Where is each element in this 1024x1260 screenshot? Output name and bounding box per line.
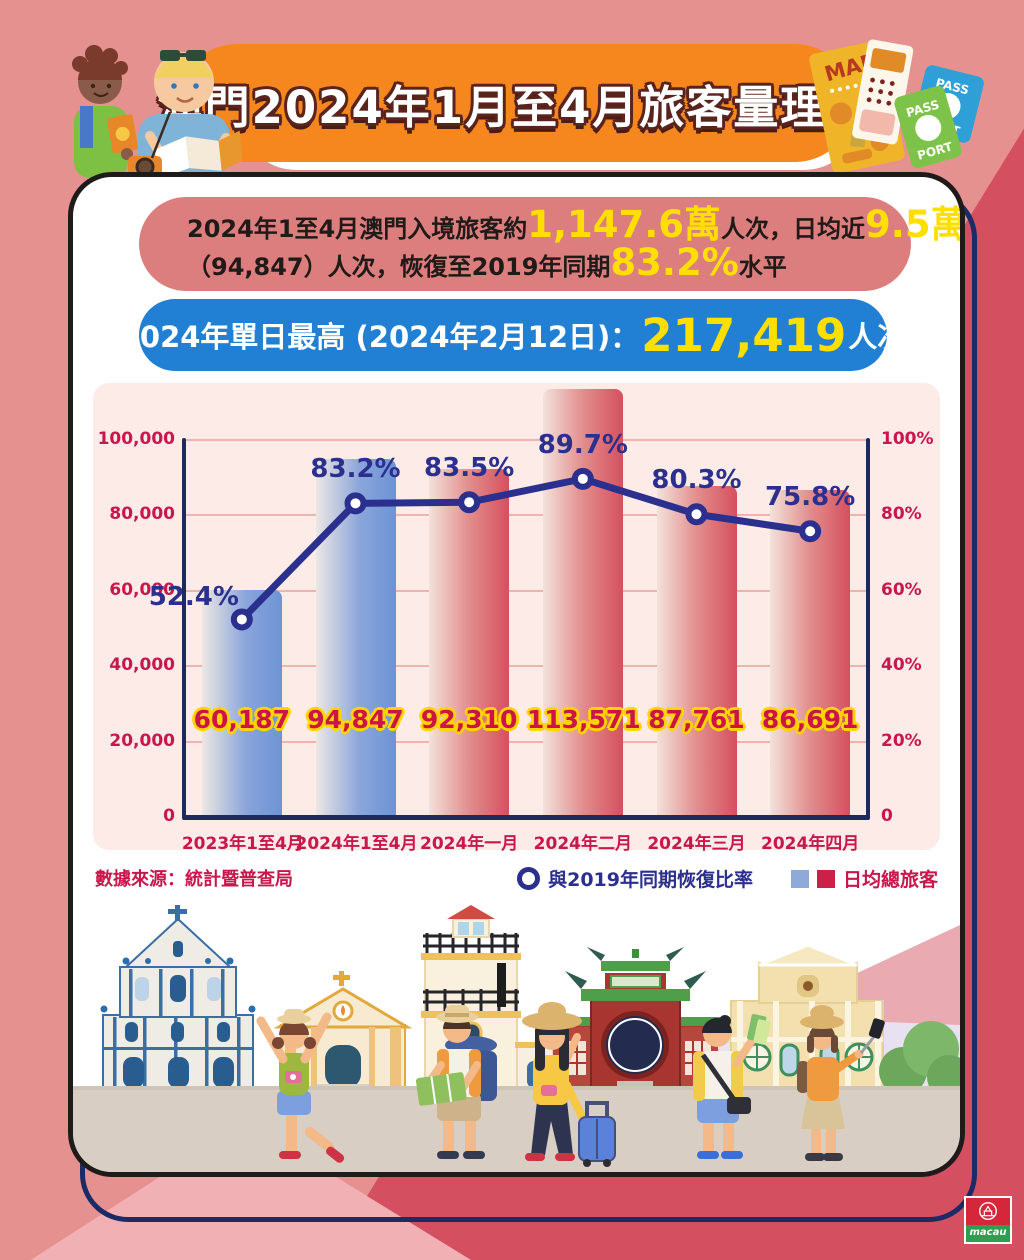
summary-text: 人次，日均近 (721, 215, 866, 243)
line-pct-label: 89.7% (537, 429, 628, 460)
gridline (185, 665, 867, 668)
tourist-waving-girl (256, 1009, 345, 1163)
chart-panel: 0 0 20,000 20% 40,000 40% 60,000 60% 80,000 80% 10… (93, 383, 940, 854)
bar-value-label: 86,691 (761, 705, 859, 734)
map-icon (415, 1072, 467, 1106)
cityscape-illustration (73, 905, 960, 1172)
bar-value-label: 60,187 (193, 705, 291, 734)
legend-line-item: 與2019年同期恢復比率 (517, 865, 753, 892)
summary-line-1: 2024年1至4月澳門入境旅客約 1,147.6萬 人次，日均近 9.5萬 (187, 203, 960, 246)
y-axis-left-tick: 80,000 (109, 504, 175, 525)
summary-pill: 2024年1至4月澳門入境旅客約 1,147.6萬 人次，日均近 9.5萬 （94,8… (139, 197, 960, 291)
legend-bar-item: 日均總旅客 (790, 865, 938, 892)
bar-2 (315, 459, 396, 817)
summary-text: 2024年1至4月澳門入境旅客約 (187, 215, 528, 243)
tourist-left-person (72, 45, 139, 178)
stat-total-visitors: 1,147.6萬 (527, 203, 722, 246)
suitcase-icon (578, 1101, 616, 1167)
camera-icon (541, 1085, 557, 1096)
x-axis-label: 2024年二月 (533, 834, 632, 854)
main-card: 2024年1至4月澳門入境旅客約 1,147.6萬 人次，日均近 9.5萬 （94,8… (68, 172, 965, 1177)
gridline (185, 439, 867, 441)
stat-recovery-rate: 83.2% (610, 241, 739, 284)
ticket-icon (852, 39, 914, 145)
header-banner: 澳門2024年1月至4月旅客量理想 (158, 44, 872, 162)
legend-line-label: 與2019年同期恢復比率 (548, 869, 753, 891)
line-pct-label: 83.2% (310, 454, 401, 485)
recovery-rate-line (230, 467, 822, 631)
tourist-ticket-man (693, 1014, 771, 1159)
line-pct-label: 52.4% (148, 582, 239, 613)
y-axis-left-tick: 20,000 (109, 730, 175, 751)
chart-legend: 與2019年同期恢復比率 日均總旅客 (517, 865, 938, 892)
summary-text: 水平 (738, 253, 787, 281)
page-title: 澳門2024年1月至4月旅客量理想 (157, 80, 875, 134)
stat-single-day-record: 217,419 (641, 308, 847, 362)
x-axis-label: 2024年1至4月 (295, 834, 418, 854)
bar-value-label: 113,571 (526, 705, 641, 734)
macau-logo-emblem-icon (966, 1198, 1010, 1225)
x-axis-label: 2024年一月 (419, 834, 519, 854)
building-church (273, 971, 413, 1089)
summary-text: （94,847）人次，恢復至2019年同期 (187, 253, 611, 281)
tourist-map-man (415, 1005, 497, 1159)
tourist-selfie-woman (797, 1005, 885, 1161)
summary-line-2: （94,847）人次，恢復至2019年同期 83.2% 水平 (187, 244, 911, 282)
line-pct-label: 75.8% (765, 482, 856, 513)
legend-swatch-red (816, 869, 835, 888)
tourist-right-person (128, 50, 243, 178)
y-axis-right-tick: 40% (881, 655, 922, 676)
macau-logo: macau (964, 1196, 1012, 1244)
y-axis-right-tick: 80% (881, 504, 922, 525)
legend-bar-label: 日均總旅客 (842, 869, 938, 891)
gridline (185, 514, 867, 517)
y-axis-line-left (182, 438, 186, 819)
x-axis-line (182, 815, 870, 820)
bar-3 (429, 468, 510, 817)
bar-4 (542, 388, 623, 817)
y-axis-left-tick: 40,000 (109, 655, 175, 676)
line-pct-label: 80.3% (651, 465, 742, 496)
data-source-label: 數據來源：統計暨普查局 (95, 869, 293, 890)
travel-items-illustration: MAP PASS PORT PASS (809, 39, 984, 174)
x-axis-label: 2023年1至4月 (181, 834, 304, 854)
highlight-prefix: 2024年單日最高 (2024年2月12日)： (119, 320, 640, 354)
gridline (185, 740, 867, 743)
tourists-greeting-illustration (72, 45, 243, 178)
bar-5 (656, 486, 737, 817)
y-axis-right-tick: 20% (881, 730, 922, 751)
x-axis-label: 2024年三月 (647, 834, 746, 854)
stat-daily-average: 9.5萬 (865, 203, 965, 246)
y-axis-right-tick: 0 (881, 806, 893, 826)
bar-value-label: 94,847 (307, 705, 404, 734)
y-axis-right-tick: 60% (881, 579, 922, 600)
macau-logo-text: macau (966, 1225, 1010, 1242)
y-axis-line-right (866, 438, 870, 819)
line-pct-label: 83.5% (424, 453, 515, 484)
bar-value-label: 87,761 (648, 705, 745, 734)
building-ruins-st-pauls (100, 905, 256, 1089)
tourist-suitcase-woman (522, 1002, 616, 1167)
y-axis-left-tick: 0 (163, 806, 175, 826)
y-axis-left-tick: 60,000 (109, 579, 175, 600)
y-axis-right-tick: 100% (881, 429, 934, 449)
line-marker-icon (517, 867, 541, 890)
x-axis-label: 2024年四月 (760, 834, 860, 854)
passport-icon-green: PASS PORT (894, 85, 962, 169)
bar-6 (770, 490, 851, 817)
legend-swatch-blue (790, 869, 809, 888)
y-axis-left-tick: 100,000 (97, 429, 175, 449)
highlight-suffix: 人次 (848, 320, 907, 354)
phone-icon (868, 1018, 885, 1039)
gridline (185, 589, 867, 592)
highlight-pill: 2024年單日最高 (2024年2月12日)： 217,419 人次 (120, 299, 906, 371)
bar-value-label: 92,310 (420, 705, 518, 734)
